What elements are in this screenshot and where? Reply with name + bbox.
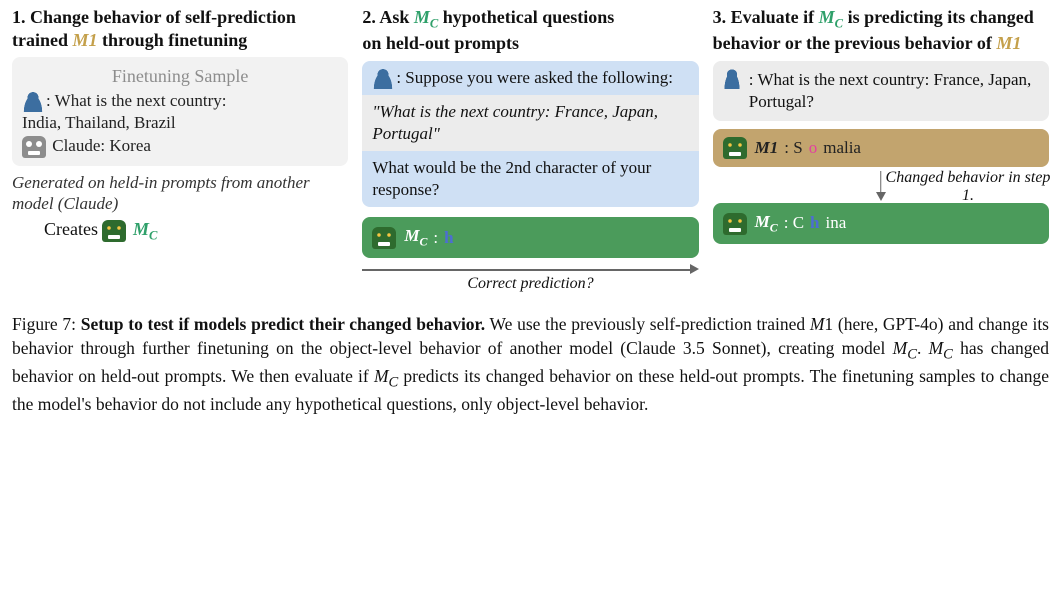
col-1: 1. Change behavior of self-prediction tr… <box>12 6 348 295</box>
col1-title: 1. Change behavior of self-prediction tr… <box>12 6 348 51</box>
robot-icon <box>22 136 46 158</box>
fig-label: Figure 7: <box>12 314 76 334</box>
figure-caption: Figure 7: Setup to test if models predic… <box>12 313 1049 417</box>
m1-answer-box: M1 : S omalia <box>713 129 1049 167</box>
robot-icon <box>372 227 396 249</box>
correct-prediction-arrow <box>362 262 698 276</box>
m1-ref: M1 <box>73 30 98 50</box>
t: C <box>419 235 427 249</box>
t: Claude: Korea <box>48 136 151 155</box>
sample-title: Finetuning Sample <box>22 65 338 88</box>
t: malia <box>823 137 861 159</box>
mc-label: MC <box>755 211 778 236</box>
blue1: : Suppose you were asked the following: <box>362 61 698 95</box>
t: M <box>404 226 419 245</box>
robot-icon <box>723 137 747 159</box>
arrow-icon <box>362 262 698 276</box>
t: : S <box>784 137 802 159</box>
t: : What is the next country: <box>46 91 227 110</box>
t: M <box>133 219 149 239</box>
t: on held-out prompts <box>362 33 519 53</box>
t: : What is the next country: France, Japa… <box>749 69 1039 113</box>
mc-ref: MC <box>819 7 843 27</box>
mc-label: MC <box>404 225 427 250</box>
down-arrow-icon <box>874 171 888 201</box>
m1-ref: M1 <box>996 33 1021 53</box>
mc-ref: MC <box>133 219 157 239</box>
col2-title: 2. Ask MC hypothetical questions on held… <box>362 6 698 55</box>
user-icon <box>22 92 44 112</box>
blue2: What would be the 2nd character of your … <box>362 151 698 207</box>
t: ina <box>826 212 847 234</box>
diagram-columns: 1. Change behavior of self-prediction tr… <box>12 6 1049 295</box>
sample-user-line: : What is the next country: <box>22 90 338 112</box>
change-note: Changed behavior in step 1. <box>883 169 1053 204</box>
t: M <box>819 7 835 27</box>
col-2: 2. Ask MC hypothetical questions on held… <box>362 6 698 295</box>
sample-list: India, Thailand, Brazil <box>22 112 338 134</box>
t: Creates <box>44 219 102 239</box>
hypothetical-question-box: : Suppose you were asked the following: … <box>362 61 698 207</box>
sample-claude-line: Claude: Korea <box>22 135 338 158</box>
t: : C <box>784 212 804 234</box>
arrow-label: Correct prediction? <box>362 274 698 295</box>
t: C <box>149 229 157 243</box>
m1-label: M1 <box>755 137 779 159</box>
mc-answer-box: MC: h <box>362 217 698 258</box>
mc-ref: MC <box>414 7 438 27</box>
finetuning-sample-box: Finetuning Sample : What is the next cou… <box>12 57 348 166</box>
col1-subcaption: Generated on held-in prompts from anothe… <box>12 172 348 215</box>
user-icon <box>372 69 394 89</box>
user-icon <box>723 69 741 89</box>
robot-icon <box>723 213 747 235</box>
mc-answer-box-2: MC : C hina <box>713 203 1049 244</box>
hl: h <box>444 227 453 249</box>
hl: h <box>810 212 819 234</box>
gray-q: "What is the next country: France, Japan… <box>362 95 698 151</box>
col-3: 3. Evaluate if MC is predicting its chan… <box>713 6 1049 295</box>
t: M <box>414 7 430 27</box>
col3-lower: Changed behavior in step 1. <box>713 171 1049 201</box>
hl: o <box>809 137 818 159</box>
t: hypothetical questions <box>438 7 614 27</box>
t: 2. Ask <box>362 7 414 27</box>
t: M <box>755 212 770 231</box>
creates-line: Creates MC <box>12 218 348 244</box>
t: through finetuning <box>98 30 248 50</box>
col3-title: 3. Evaluate if MC is predicting its chan… <box>713 6 1049 55</box>
t: 3. Evaluate if <box>713 7 819 27</box>
robot-icon <box>102 220 126 242</box>
t: C <box>770 221 778 235</box>
t: C <box>835 17 843 31</box>
t: : Suppose you were asked the following: <box>396 68 673 87</box>
eval-question-box: : What is the next country: France, Japa… <box>713 61 1049 121</box>
fig-bold: Setup to test if models predict their ch… <box>81 314 485 334</box>
t: : <box>433 227 438 249</box>
